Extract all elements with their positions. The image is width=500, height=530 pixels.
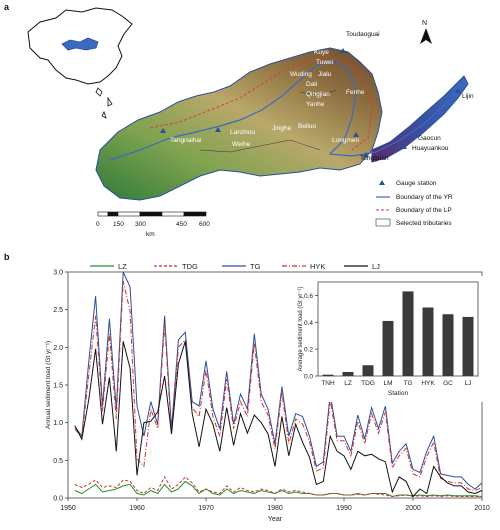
x-tick-label: 1970 xyxy=(198,505,214,512)
north-label: N xyxy=(422,20,427,27)
x-tick-label: 2010 xyxy=(474,505,490,512)
legend-label-lj: LJ xyxy=(372,262,380,271)
inset-x-tick-label: HYK xyxy=(421,380,435,387)
inset-bar-hyk xyxy=(422,307,434,376)
inset-bar-lm xyxy=(382,320,394,376)
place-wuding: Wuding xyxy=(290,71,312,78)
inset-x-tick-label: TDG xyxy=(361,380,375,387)
panel-b-label: b xyxy=(4,252,10,262)
y-axis-title: Annual sediment load (Gt yr⁻¹) xyxy=(45,341,52,429)
y-tick-label: 0.0 xyxy=(53,496,63,503)
x-axis-title: Year xyxy=(268,516,283,523)
gauge-marker-huayuankou xyxy=(401,144,407,149)
inset-x-tick-label: TG xyxy=(403,380,412,387)
place-tongguan: Tongguan xyxy=(360,155,389,162)
series-line-lj xyxy=(74,341,483,498)
inset-x-axis-title: Station xyxy=(388,390,409,397)
panel-a-label: a xyxy=(4,2,10,12)
place-toudaoguai: Toudaoguai xyxy=(346,31,380,38)
legend-label-lz: LZ xyxy=(118,262,127,271)
north-arrow-icon xyxy=(420,28,432,44)
scale-tick-600: 600 xyxy=(199,221,210,228)
x-tick-label: 2000 xyxy=(405,505,421,512)
inset-y-tick-label: 0.6 xyxy=(304,293,313,300)
gauge-marker-toudaoguai xyxy=(340,48,346,53)
gauge-marker-lijin xyxy=(455,88,461,93)
inset-x-tick-label: LZ xyxy=(344,380,352,387)
scale-tick-450: 450 xyxy=(176,221,187,228)
place-lanzhou: Lanzhou xyxy=(230,129,255,136)
series-line-tdg xyxy=(74,475,482,498)
place-jinghe: Jinghe xyxy=(272,125,292,132)
place-beiluo: Beiluo xyxy=(298,123,316,130)
inset-bar-tdg xyxy=(362,365,374,376)
legend-trib-label: Selected tributaries xyxy=(396,220,452,227)
inset-frame xyxy=(317,281,479,377)
place-qingjian: Qingjian xyxy=(306,91,330,98)
place-tuwei: Tuwei xyxy=(316,59,333,66)
gauge-stations xyxy=(160,48,461,157)
gauge-marker-longmen xyxy=(353,132,359,137)
inset-bar-tg xyxy=(402,291,414,376)
y-tick-label: 0.5 xyxy=(53,458,63,465)
map-legend: Gauge station Boundary of the YR Boundar… xyxy=(375,180,453,227)
scale-bar: 0 150 300 450 600 km xyxy=(96,211,210,238)
inset-y-tick-label: 0.0 xyxy=(304,374,313,381)
place-gaocun: Gaocun xyxy=(418,135,441,142)
x-tick-label: 1960 xyxy=(129,505,145,512)
place-dali: Dali xyxy=(306,81,317,88)
inset-bar-tnh xyxy=(322,374,334,376)
place-jialu: Jialu xyxy=(318,71,332,78)
y-tick-label: 2.5 xyxy=(53,307,63,314)
inset-bar-lj xyxy=(462,316,474,376)
map-panel: N Tangnaihai Lanzhou Weihe Jinghe Beiluo… xyxy=(27,7,474,238)
x-tick-label: 1980 xyxy=(267,505,283,512)
china-inset-map xyxy=(27,7,133,119)
place-tangnaihai: Tangnaihai xyxy=(170,137,201,144)
gauge-marker-tangnaihai xyxy=(160,128,166,133)
place-yanhe: Yanhe xyxy=(306,101,325,108)
scale-tick-0: 0 xyxy=(96,221,100,228)
inset-y-tick-label: 0.2 xyxy=(304,347,313,354)
inset-bar-lz xyxy=(342,371,354,376)
legend-label-tg: TG xyxy=(250,262,261,271)
place-fenhe: Fenhe xyxy=(346,89,365,96)
inset-basin-highlight xyxy=(61,37,99,51)
legend-yr-label: Boundary of the YR xyxy=(396,194,453,201)
inset-x-tick-label: TNH xyxy=(321,380,335,387)
x-tick-label: 1950 xyxy=(60,505,76,512)
inset-x-tick-label: LJ xyxy=(465,380,472,387)
y-tick-label: 3.0 xyxy=(53,270,63,277)
y-tick-label: 2.0 xyxy=(53,345,63,352)
y-tick-label: 1.5 xyxy=(53,383,63,390)
legend-gauge-icon xyxy=(379,180,385,185)
place-lijin: Lijin xyxy=(462,93,474,100)
scale-tick-150: 150 xyxy=(113,221,124,228)
place-huangfu: Huangfu xyxy=(312,39,337,46)
legend-trib-box xyxy=(375,218,391,227)
inset-y-tick-label: 0.4 xyxy=(304,320,313,327)
place-huayuankou: Huayuankou xyxy=(412,145,449,152)
inset-x-tick-label: LM xyxy=(383,380,392,387)
gauge-marker-tongguan xyxy=(363,152,369,157)
x-tick-label: 1990 xyxy=(336,505,352,512)
legend-gauge-label: Gauge station xyxy=(396,180,437,187)
place-weihe: Weihe xyxy=(232,141,251,148)
inset-y-axis-title: Average sediment load (Gt yr⁻¹) xyxy=(298,286,304,371)
legend-label-hyk: HYK xyxy=(310,262,325,271)
y-tick-label: 1.0 xyxy=(53,420,63,427)
scale-tick-300: 300 xyxy=(135,221,146,228)
place-longmen: Longmen xyxy=(332,137,359,144)
gauge-marker-lanzhou xyxy=(215,127,221,132)
scale-unit: km xyxy=(146,231,155,238)
inset-x-tick-label: GC xyxy=(443,380,453,387)
series-line-lz xyxy=(74,480,483,498)
inset-bar-gc xyxy=(442,314,454,376)
yellow-river-basin-map xyxy=(95,47,469,201)
legend-lp-label: Boundary of the LP xyxy=(396,207,452,214)
place-kuye: Kuye xyxy=(314,49,329,56)
legend-label-tdg: TDG xyxy=(182,262,198,271)
series-line-hyk xyxy=(74,280,483,492)
